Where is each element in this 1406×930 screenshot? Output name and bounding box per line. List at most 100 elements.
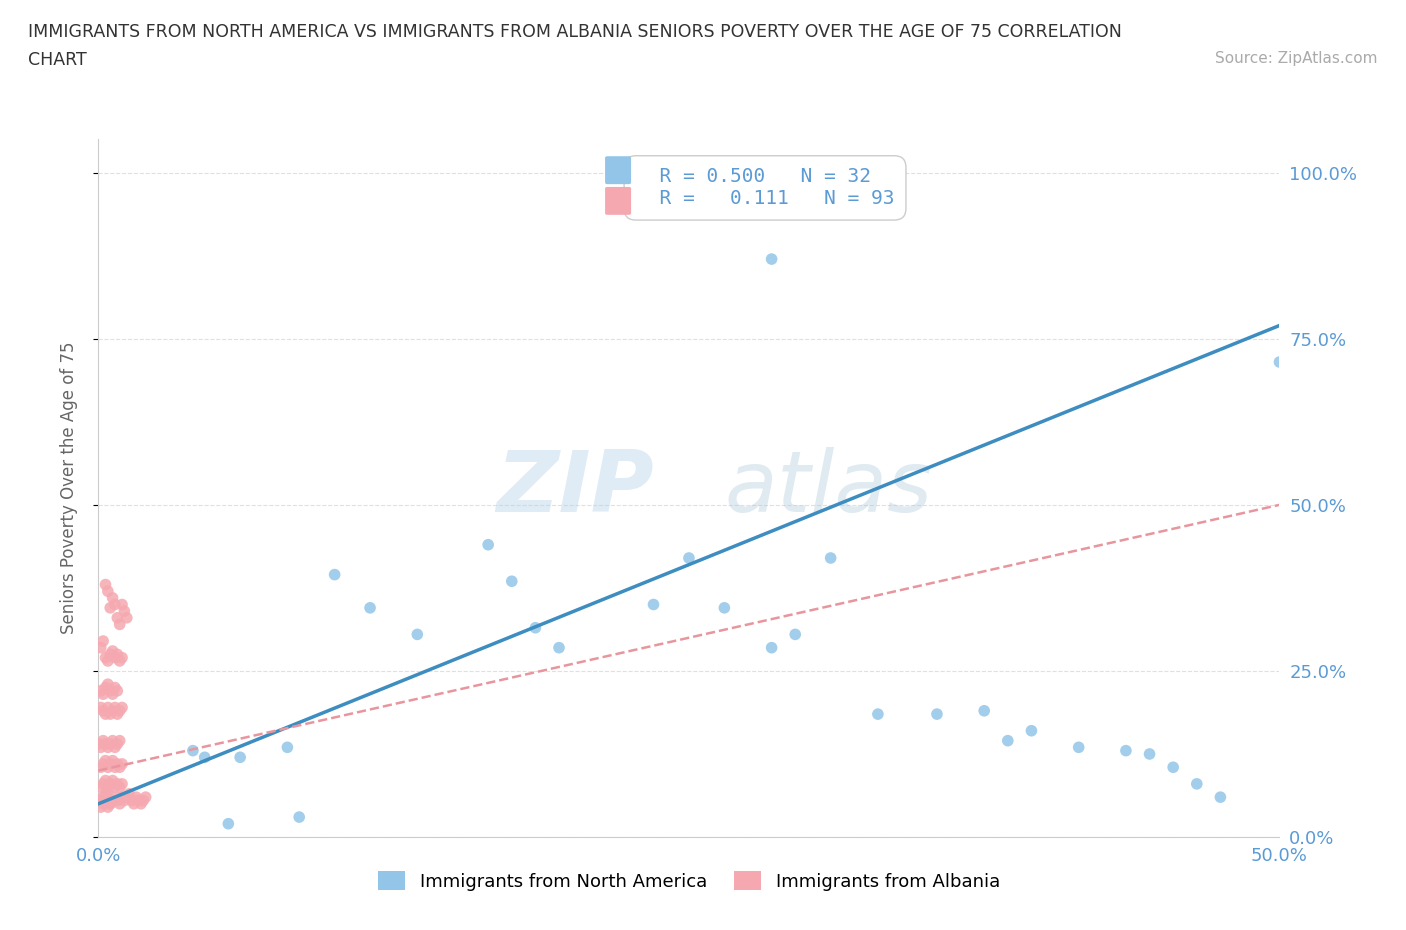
Point [101,591,124,605]
Point [121,793,143,808]
Point [91,777,114,791]
Point [91,686,114,701]
Point [1021,724,1043,738]
Point [98,756,121,771]
Point [501,574,523,589]
Point [1115,743,1137,758]
Point [548,640,571,655]
Point [98,777,121,791]
Point [97,800,120,815]
Point [115,790,138,804]
Point [108,760,131,775]
Point [678,551,700,565]
Point [91,633,114,648]
Text: atlas: atlas [724,446,932,530]
Point [104,700,127,715]
Point [194,750,217,764]
Point [288,810,311,825]
Text: ZIP: ZIP [496,446,654,530]
Point [98,684,121,698]
Point [91,703,114,718]
Point [129,796,152,811]
Point [97,700,120,715]
Point [761,252,783,267]
Point [104,760,127,775]
Point [104,650,127,665]
Point [91,756,114,771]
Point [229,750,252,764]
Point [97,760,120,775]
Point [94,787,117,802]
Point [820,551,842,565]
Point [90,760,112,775]
Text: R = 0.500   N = 32
  R =   0.111   N = 93: R = 0.500 N = 32 R = 0.111 N = 93 [636,167,894,208]
Point [1161,760,1184,775]
Point [181,743,204,758]
Point [128,793,150,808]
Point [406,627,429,642]
Point [97,783,120,798]
Point [105,737,128,751]
Point [90,800,112,815]
Point [1185,777,1208,791]
Point [105,647,128,662]
Point [111,790,134,804]
Point [217,817,239,831]
Point [111,700,134,715]
Point [108,796,131,811]
Point [105,707,128,722]
Point [108,779,131,794]
Point [97,654,120,669]
Point [1139,747,1161,762]
Point [90,640,112,655]
Point [101,733,124,748]
Point [105,793,128,808]
FancyBboxPatch shape [605,187,631,215]
Point [125,790,148,804]
Point [108,733,131,748]
Point [90,740,112,755]
Point [101,686,124,701]
Point [101,703,124,718]
Point [94,707,117,722]
Point [101,753,124,768]
Point [132,793,155,808]
Point [1209,790,1232,804]
Point [997,733,1019,748]
Point [98,796,121,811]
Point [477,538,499,552]
Legend: Immigrants from North America, Immigrants from Albania: Immigrants from North America, Immigrant… [371,864,1007,897]
Point [101,793,124,808]
Point [785,627,807,642]
Point [90,684,112,698]
Point [91,733,114,748]
Point [101,644,124,658]
Point [108,654,131,669]
Point [91,790,114,804]
Point [90,779,112,794]
Point [104,779,127,794]
Text: Source: ZipAtlas.com: Source: ZipAtlas.com [1215,51,1378,66]
Point [105,610,128,625]
FancyBboxPatch shape [605,156,631,184]
Point [87,737,110,751]
Text: IMMIGRANTS FROM NORTH AMERICA VS IMMIGRANTS FROM ALBANIA SENIORS POVERTY OVER TH: IMMIGRANTS FROM NORTH AMERICA VS IMMIGRA… [28,23,1122,41]
Point [94,793,117,808]
Point [359,601,381,616]
Point [524,620,547,635]
Point [104,680,127,695]
Point [97,584,120,599]
Point [97,677,120,692]
Point [94,753,117,768]
Point [866,707,889,722]
Point [112,604,135,618]
Point [91,796,114,811]
Point [761,640,783,655]
Point [98,796,121,811]
Point [97,779,120,794]
Point [111,756,134,771]
Point [105,777,128,791]
Point [115,610,138,625]
Point [713,601,735,616]
Point [98,601,121,616]
